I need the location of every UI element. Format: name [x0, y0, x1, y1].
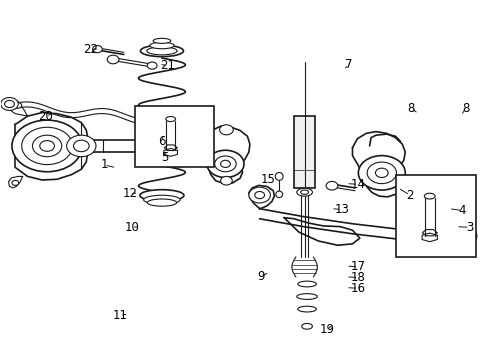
Circle shape	[255, 192, 265, 199]
Ellipse shape	[276, 191, 283, 198]
Ellipse shape	[144, 195, 180, 204]
Text: 10: 10	[124, 221, 139, 234]
Text: 11: 11	[112, 309, 127, 322]
Circle shape	[32, 135, 62, 157]
Circle shape	[457, 231, 471, 241]
Circle shape	[326, 181, 338, 190]
Ellipse shape	[147, 47, 177, 55]
Ellipse shape	[166, 117, 175, 122]
Text: 14: 14	[351, 178, 366, 191]
Text: 18: 18	[351, 271, 366, 284]
Circle shape	[74, 140, 89, 152]
Circle shape	[375, 168, 388, 177]
Circle shape	[4, 100, 14, 108]
Text: 17: 17	[351, 260, 366, 273]
Text: 3: 3	[466, 221, 473, 234]
Ellipse shape	[298, 281, 317, 287]
Circle shape	[12, 180, 19, 185]
Circle shape	[220, 125, 233, 135]
Ellipse shape	[184, 139, 198, 153]
Ellipse shape	[153, 39, 171, 43]
Ellipse shape	[141, 45, 183, 57]
Text: 21: 21	[160, 59, 175, 72]
Ellipse shape	[297, 294, 318, 300]
Circle shape	[0, 98, 18, 111]
Bar	[396, 175, 476, 257]
Ellipse shape	[150, 42, 174, 49]
Text: 4: 4	[459, 204, 466, 217]
Circle shape	[220, 176, 232, 185]
Text: 1: 1	[100, 158, 108, 171]
Circle shape	[249, 187, 270, 203]
Circle shape	[207, 150, 244, 177]
Ellipse shape	[424, 193, 435, 199]
Circle shape	[14, 103, 22, 108]
Circle shape	[147, 62, 157, 69]
Ellipse shape	[302, 323, 313, 329]
Circle shape	[93, 45, 102, 53]
Ellipse shape	[187, 142, 195, 149]
Text: 2: 2	[406, 189, 414, 202]
Circle shape	[451, 226, 477, 245]
Ellipse shape	[297, 188, 313, 196]
Ellipse shape	[298, 306, 317, 312]
Bar	[294, 116, 316, 188]
Circle shape	[40, 140, 54, 151]
Text: 12: 12	[122, 187, 137, 200]
Circle shape	[107, 55, 119, 64]
Text: 8: 8	[408, 102, 415, 115]
Ellipse shape	[275, 172, 283, 180]
Circle shape	[461, 234, 467, 238]
Text: 7: 7	[345, 58, 352, 71]
Text: 15: 15	[261, 173, 276, 186]
Circle shape	[183, 121, 197, 131]
Circle shape	[215, 156, 236, 172]
Text: 16: 16	[351, 282, 366, 295]
Text: 5: 5	[161, 151, 168, 164]
Circle shape	[155, 111, 171, 122]
Circle shape	[22, 127, 73, 165]
Text: 13: 13	[334, 203, 349, 216]
Text: 22: 22	[83, 43, 98, 56]
Text: 6: 6	[158, 135, 166, 148]
Circle shape	[358, 156, 405, 190]
Bar	[135, 107, 214, 167]
Ellipse shape	[140, 190, 184, 201]
Text: 20: 20	[38, 110, 53, 123]
Text: 19: 19	[319, 323, 335, 336]
Ellipse shape	[147, 199, 176, 206]
Circle shape	[220, 160, 230, 167]
Ellipse shape	[301, 190, 309, 194]
Circle shape	[67, 135, 96, 157]
Circle shape	[12, 120, 82, 172]
Text: 9: 9	[257, 270, 265, 283]
Circle shape	[367, 162, 396, 184]
Circle shape	[187, 124, 194, 129]
Text: 8: 8	[462, 102, 469, 115]
